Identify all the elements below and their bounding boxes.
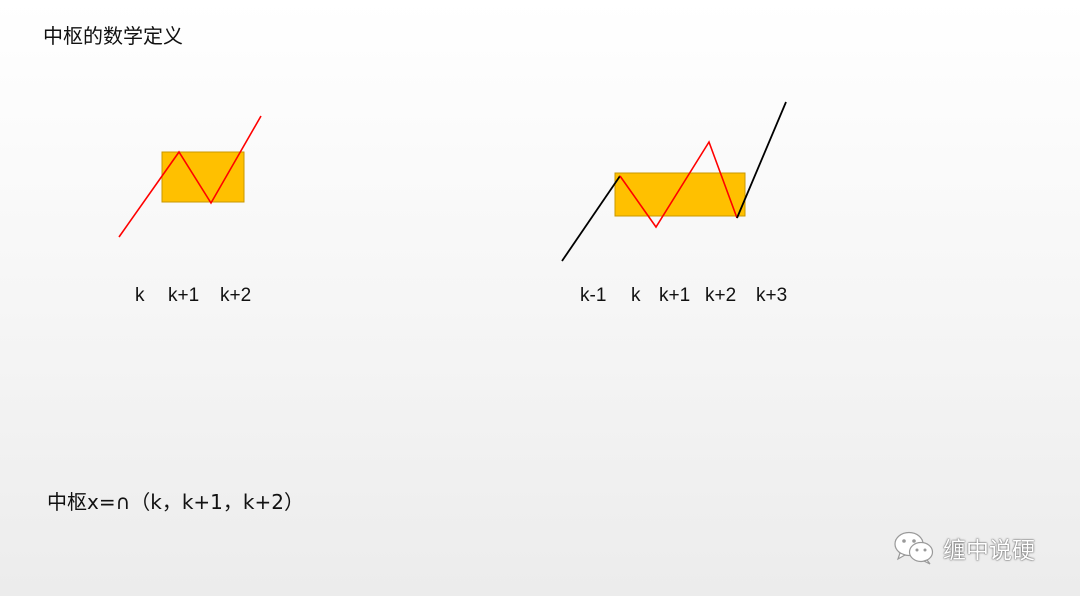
left-label-k-plus-1: k+1: [168, 285, 199, 307]
right-label-k-plus-2: k+2: [705, 285, 736, 307]
right-label-k-plus-1: k+1: [659, 285, 690, 307]
right-black-exit-line: [737, 102, 786, 218]
watermark: 缠中说硬: [893, 530, 1035, 566]
right-label-k-plus-3: k+3: [756, 285, 787, 307]
right-label-k: k: [631, 285, 641, 307]
wechat-icon: [893, 530, 935, 566]
left-label-k-plus-2: k+2: [220, 285, 251, 307]
right-label-k-minus-1: k-1: [580, 285, 606, 307]
right-black-entry-line: [562, 176, 620, 261]
zhongshu-formula: 中枢x=∩（k，k+1，k+2）: [47, 486, 304, 515]
watermark-text: 缠中说硬: [943, 531, 1035, 565]
right-zhongshu-box: [615, 173, 745, 216]
left-label-k: k: [135, 285, 145, 307]
